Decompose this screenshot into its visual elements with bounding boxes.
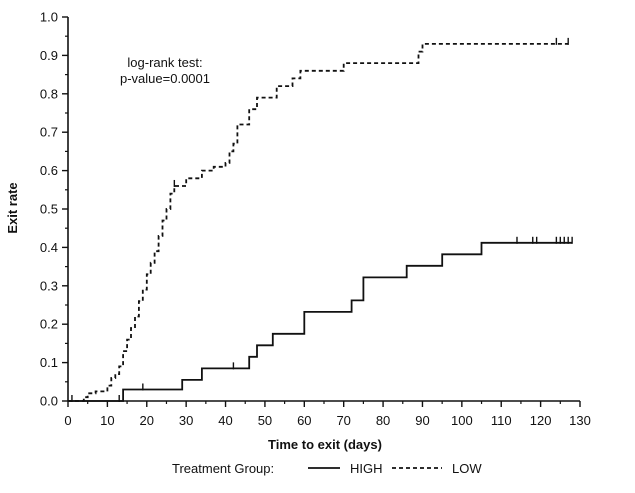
x-tick-label: 110: [491, 413, 512, 428]
y-tick-label: 0.0: [40, 394, 58, 409]
x-axis-title: Time to exit (days): [268, 437, 382, 452]
x-tick-label: 0: [64, 413, 71, 428]
legend: Treatment Group: HIGH LOW: [172, 461, 482, 476]
y-tick-label: 0.4: [40, 240, 58, 255]
y-tick-label: 0.6: [40, 163, 58, 178]
x-tick-label: 70: [336, 413, 350, 428]
series-high-line: [68, 241, 573, 402]
annotation-line-2: p-value=0.0001: [120, 71, 210, 86]
y-tick-label: 0.8: [40, 86, 58, 101]
y-axis-title: Exit rate: [5, 182, 20, 233]
legend-label-low: LOW: [452, 461, 482, 476]
y-tick-label: 1.0: [40, 10, 58, 25]
y-tick-label: 0.2: [40, 317, 58, 332]
series-low-line: [68, 43, 569, 402]
x-tick-label: 30: [179, 413, 193, 428]
x-tick-label: 10: [100, 413, 114, 428]
x-tick-label: 60: [297, 413, 311, 428]
y-tick-label: 0.5: [40, 202, 58, 217]
x-tick-label: 50: [258, 413, 272, 428]
x-tick-label: 40: [218, 413, 232, 428]
x-tick-label: 130: [569, 413, 591, 428]
legend-label-high: HIGH: [350, 461, 383, 476]
y-tick-label: 0.7: [40, 125, 58, 140]
x-tick-label: 100: [451, 413, 473, 428]
x-tick-label: 90: [415, 413, 429, 428]
y-tick-label: 0.3: [40, 278, 58, 293]
legend-title: Treatment Group:: [172, 461, 274, 476]
y-tick-label: 0.9: [40, 48, 58, 63]
x-tick-label: 120: [530, 413, 552, 428]
y-tick-label: 0.1: [40, 355, 58, 370]
annotation-line-1: log-rank test:: [127, 55, 202, 70]
x-tick-label: 20: [140, 413, 154, 428]
x-tick-label: 80: [376, 413, 390, 428]
plot-area: 0.0 0.1 0.2 0.3 0.4 0.5 0.6 0.7 0.8 0.9 1.0 0 10 20 30…: [40, 10, 591, 429]
